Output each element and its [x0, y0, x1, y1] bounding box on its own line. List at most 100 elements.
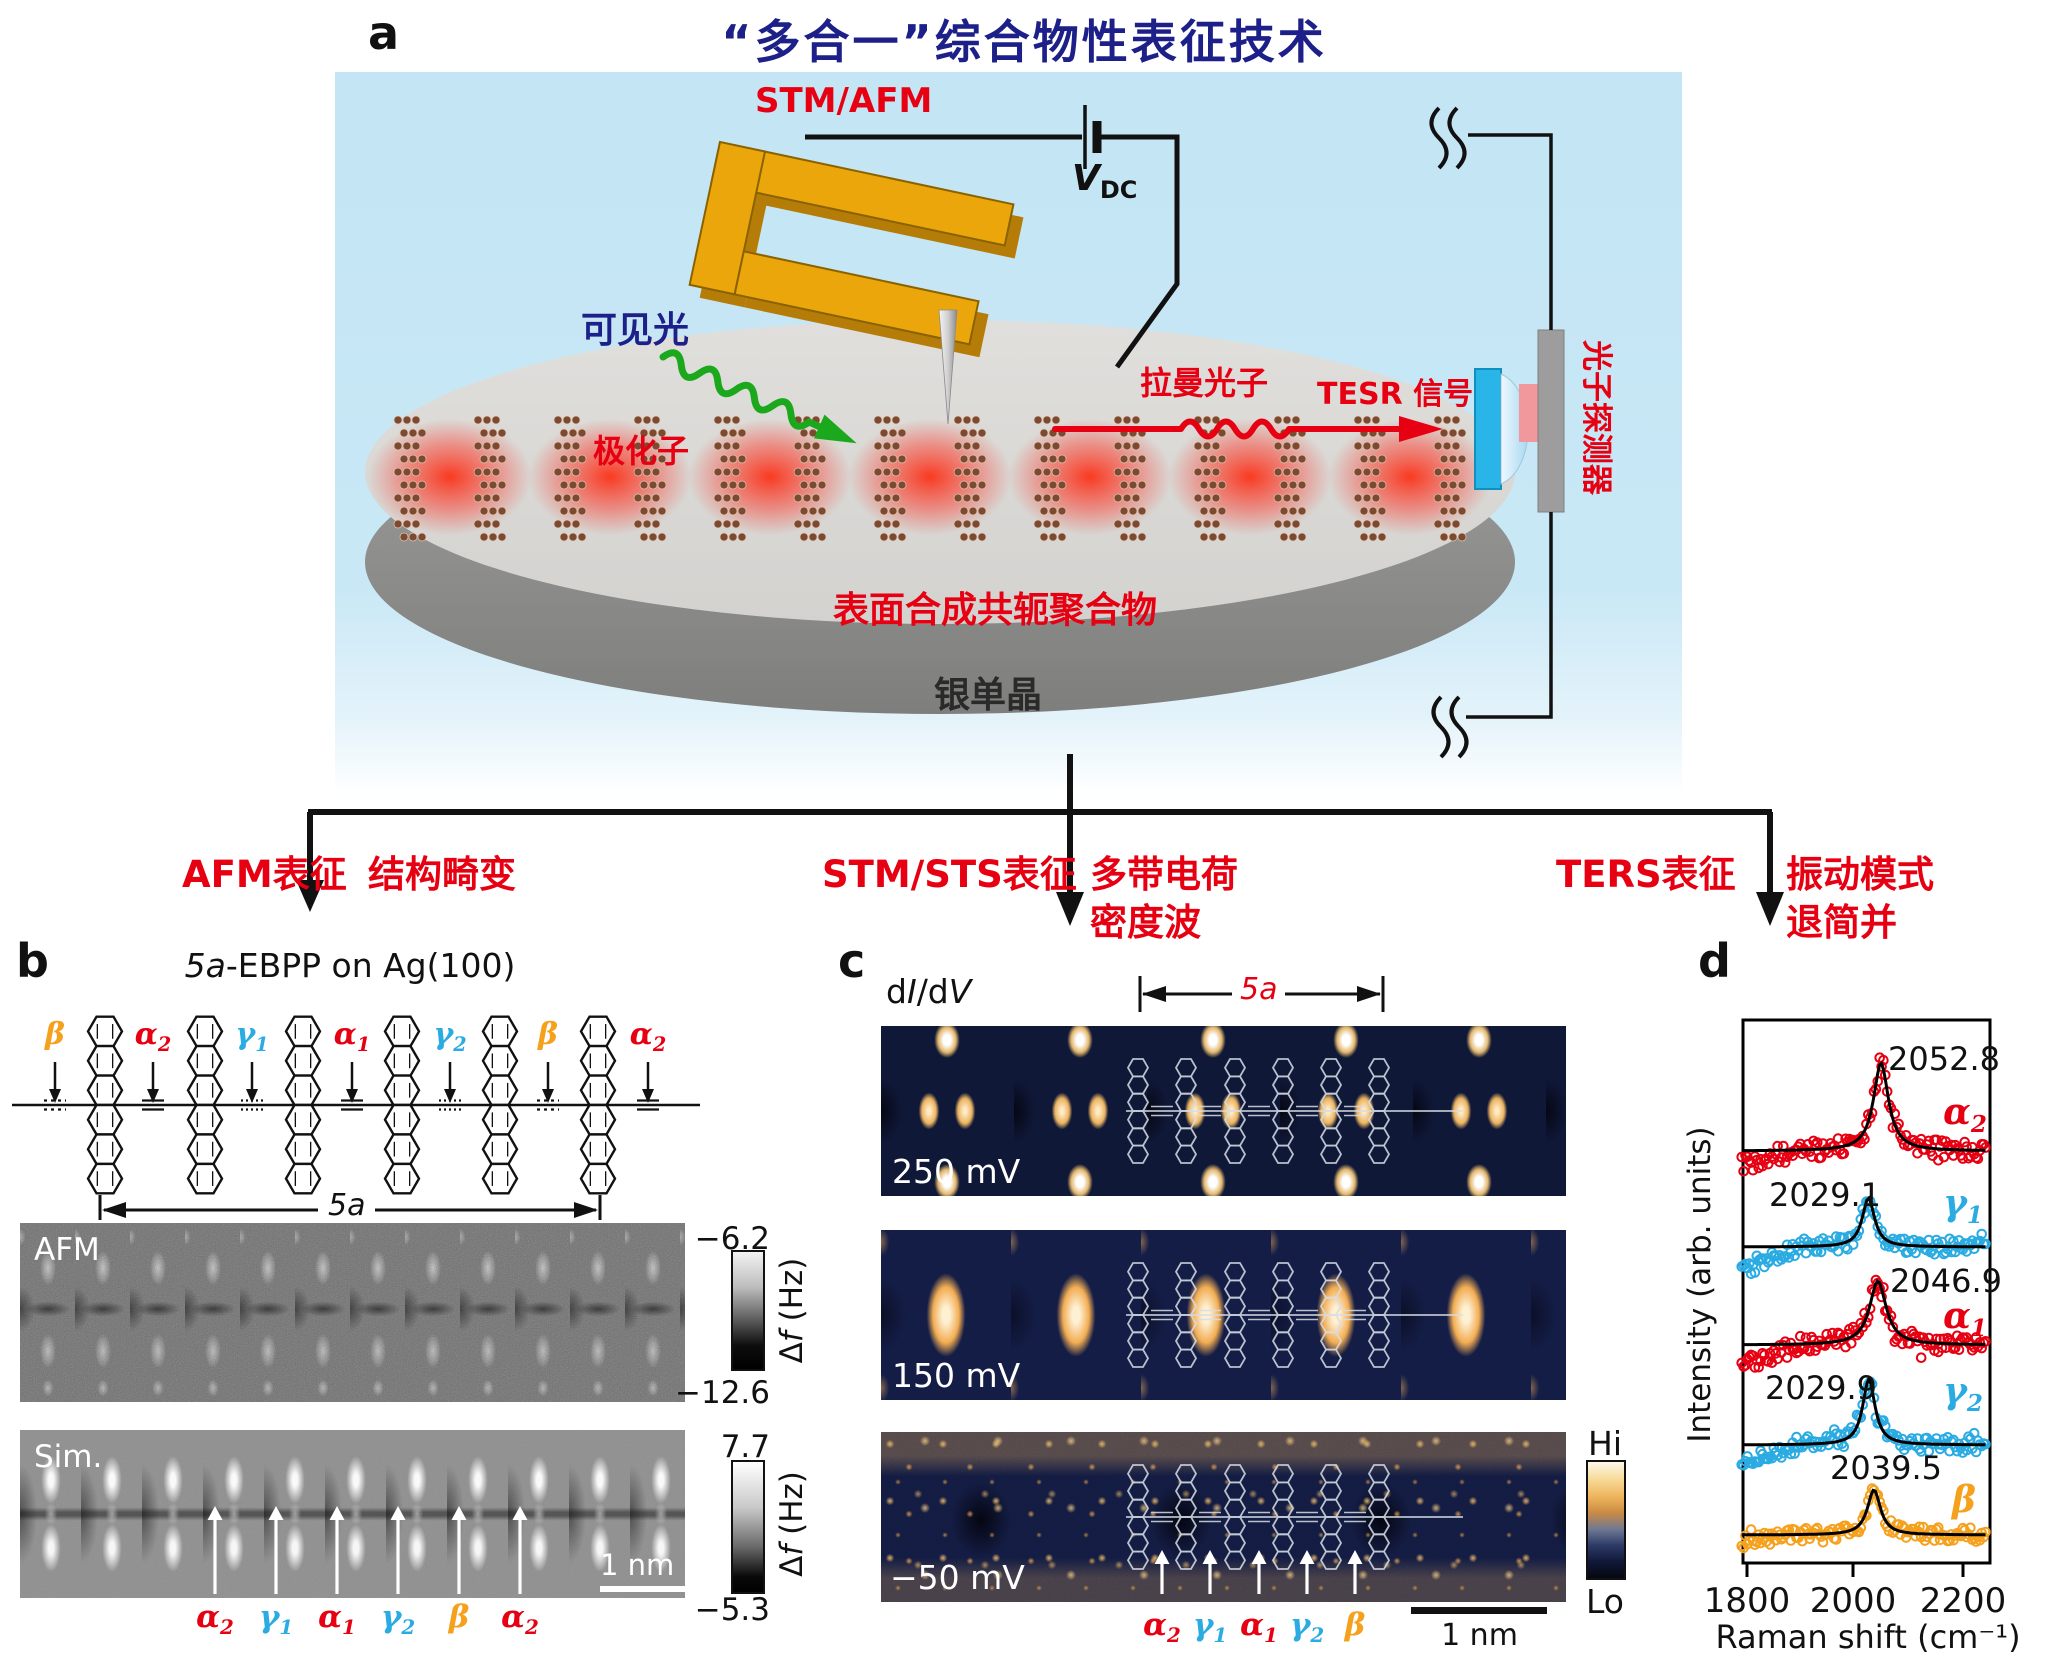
- map-bond-label-1: γ1: [1192, 1607, 1228, 1648]
- sim-bond-label-3: γ2: [380, 1599, 416, 1640]
- polymer-chain: [368, 415, 1492, 542]
- series-gamma1: [1736, 1195, 1991, 1280]
- sim-bond-label-5: α2: [501, 1599, 539, 1640]
- stm-colorbar-hi: Hi: [1588, 1424, 1622, 1463]
- probe-label: STM/AFM: [755, 81, 932, 121]
- sim-bond-arrows: [207, 1506, 528, 1594]
- period-label-c: 5a: [1232, 972, 1286, 1007]
- map-bond-label-4: β: [1344, 1607, 1366, 1643]
- panel-b-title: 5a-EBPP on Ag(100): [60, 946, 640, 985]
- branch-stm-method: STM/STS表征: [822, 853, 1077, 896]
- stm-colorbar-lo: Lo: [1586, 1582, 1624, 1621]
- panel-d-label: d: [1698, 934, 1731, 988]
- bias-label-150mv: 150 mV: [892, 1356, 1021, 1395]
- stm-scalebar: [1411, 1607, 1547, 1614]
- y-axis-title: Intensity (arb. units): [1682, 1126, 1718, 1443]
- peak-value-alpha2: 2052.8: [1888, 1040, 2000, 1078]
- bond-label-2: γ1: [235, 1017, 269, 1056]
- sim-colorbar-min: −5.3: [694, 1592, 770, 1628]
- bond-label-3: α1: [333, 1017, 371, 1056]
- tesr-signal-label: TESR 信号: [1317, 377, 1473, 412]
- panel-a-schematic: VDC: [335, 72, 1682, 790]
- raman-spectra-plot: 1800 2000 2200 Raman shift (cm⁻¹): [1704, 1018, 2021, 1653]
- probe-tip: [938, 309, 958, 425]
- sim-colorbar: [731, 1460, 765, 1594]
- stm-map-250mv-overlay: [1126, 1058, 1463, 1164]
- peak-value-gamma2: 2029.9: [1765, 1369, 1877, 1407]
- polymer-label: 表面合成共轭聚合物: [833, 590, 1157, 631]
- sim-image-label: Sim.: [34, 1439, 103, 1475]
- substrate-label: 银单晶: [934, 675, 1042, 716]
- series-alpha1: [1736, 1274, 1991, 1373]
- stm-map-m50mv-overlay: [1126, 1464, 1463, 1594]
- panel-b-label: b: [16, 934, 49, 988]
- period-label-b: 5a: [318, 1188, 376, 1223]
- branch-stm-result1: 多带电荷: [1090, 853, 1238, 896]
- stm-scalebar-label: 1 nm: [1441, 1618, 1518, 1653]
- sim-scalebar: [600, 1586, 686, 1592]
- sim-colorbar-max: 7.7: [720, 1429, 770, 1465]
- x-tick-1800: 1800: [1704, 1581, 1791, 1621]
- raman-spectra-series: [1736, 1052, 1991, 1554]
- map-bond-label-0: α2: [1143, 1607, 1181, 1648]
- branch-ters-method: TERS表征: [1556, 853, 1736, 896]
- didv-label: dI/dV: [886, 972, 972, 1011]
- acene-backbone: [12, 1015, 700, 1195]
- series-beta: [1736, 1483, 1991, 1554]
- detector-body: [1537, 329, 1565, 513]
- afm-image-label: AFM: [34, 1232, 100, 1268]
- afm-noise-texture: [20, 1223, 685, 1402]
- series-label-alpha2: α2: [1943, 1091, 1987, 1139]
- afm-branch-arrowhead: [296, 880, 324, 912]
- peak-value-alpha1: 2046.9: [1890, 1262, 2002, 1300]
- bias-label-250mv: 250 mV: [892, 1152, 1021, 1191]
- molecule-structure: [12, 1015, 700, 1220]
- raman-photon-arrow: [1052, 416, 1443, 442]
- sim-noise-texture: [20, 1430, 685, 1598]
- bond-label-4: γ2: [433, 1017, 467, 1056]
- bias-voltage-label: VDC: [1072, 158, 1137, 204]
- branch-arrows: [296, 754, 1784, 926]
- series-label-gamma2: γ2: [1943, 1370, 1983, 1418]
- bond-marker-arrows: [49, 1062, 654, 1103]
- peak-value-beta: 2039.5: [1830, 1449, 1942, 1487]
- branch-afm-method: AFM表征: [182, 853, 347, 896]
- panel-b-title-italic: 5a: [184, 946, 226, 985]
- visible-light-arrow: [659, 349, 857, 444]
- map-bond-label-2: α1: [1240, 1607, 1278, 1648]
- peak-value-gamma1: 2029.1: [1769, 1176, 1881, 1214]
- stm-map-150mv-overlay: [1126, 1262, 1463, 1368]
- bond-label-0: β: [45, 1017, 65, 1052]
- sim-bond-label-2: α1: [318, 1599, 356, 1640]
- x-axis-ticks: [1745, 1563, 1965, 1577]
- series-label-gamma1: γ1: [1943, 1182, 1983, 1230]
- tuning-fork: [688, 140, 1024, 358]
- branch-afm-result: 结构畸变: [368, 853, 516, 896]
- photon-detector-label: 光子探测器: [1578, 340, 1614, 495]
- raman-photon-label: 拉曼光子: [1140, 364, 1268, 402]
- series-label-beta: β: [1952, 1479, 1976, 1521]
- x-tick-2000: 2000: [1810, 1581, 1897, 1621]
- bias-label-m50mv: −50 mV: [890, 1558, 1025, 1597]
- bond-label-1: α2: [134, 1017, 172, 1056]
- bias-circuit-wire: [805, 105, 1180, 369]
- figure-title: “多合一”综合物性表征技术: [721, 15, 1327, 69]
- wire-break-symbols: [1429, 106, 1469, 759]
- series-label-alpha1: α1: [1943, 1295, 1987, 1343]
- panel-c-label: c: [838, 934, 866, 988]
- detector-wires: [1429, 106, 1553, 759]
- sim-bond-label-4: β: [448, 1599, 470, 1635]
- sim-scalebar-label: 1 nm: [600, 1548, 675, 1582]
- afm-colorbar-min: −12.6: [675, 1375, 770, 1411]
- branch-ters-result1: 振动模式: [1786, 853, 1934, 896]
- series-alpha2: [1736, 1052, 1991, 1177]
- sim-colorbar-unit: Δf (Hz): [774, 1471, 810, 1577]
- branch-ters-result2: 退简并: [1786, 901, 1897, 944]
- polaron-label: 极化子: [593, 432, 689, 470]
- x-tick-2200: 2200: [1920, 1581, 2007, 1621]
- visible-light-label: 可见光: [581, 310, 689, 351]
- bond-label-5: β: [538, 1017, 558, 1052]
- ters-branch-arrowhead: [1756, 892, 1784, 926]
- stm-colorbar: [1586, 1460, 1626, 1580]
